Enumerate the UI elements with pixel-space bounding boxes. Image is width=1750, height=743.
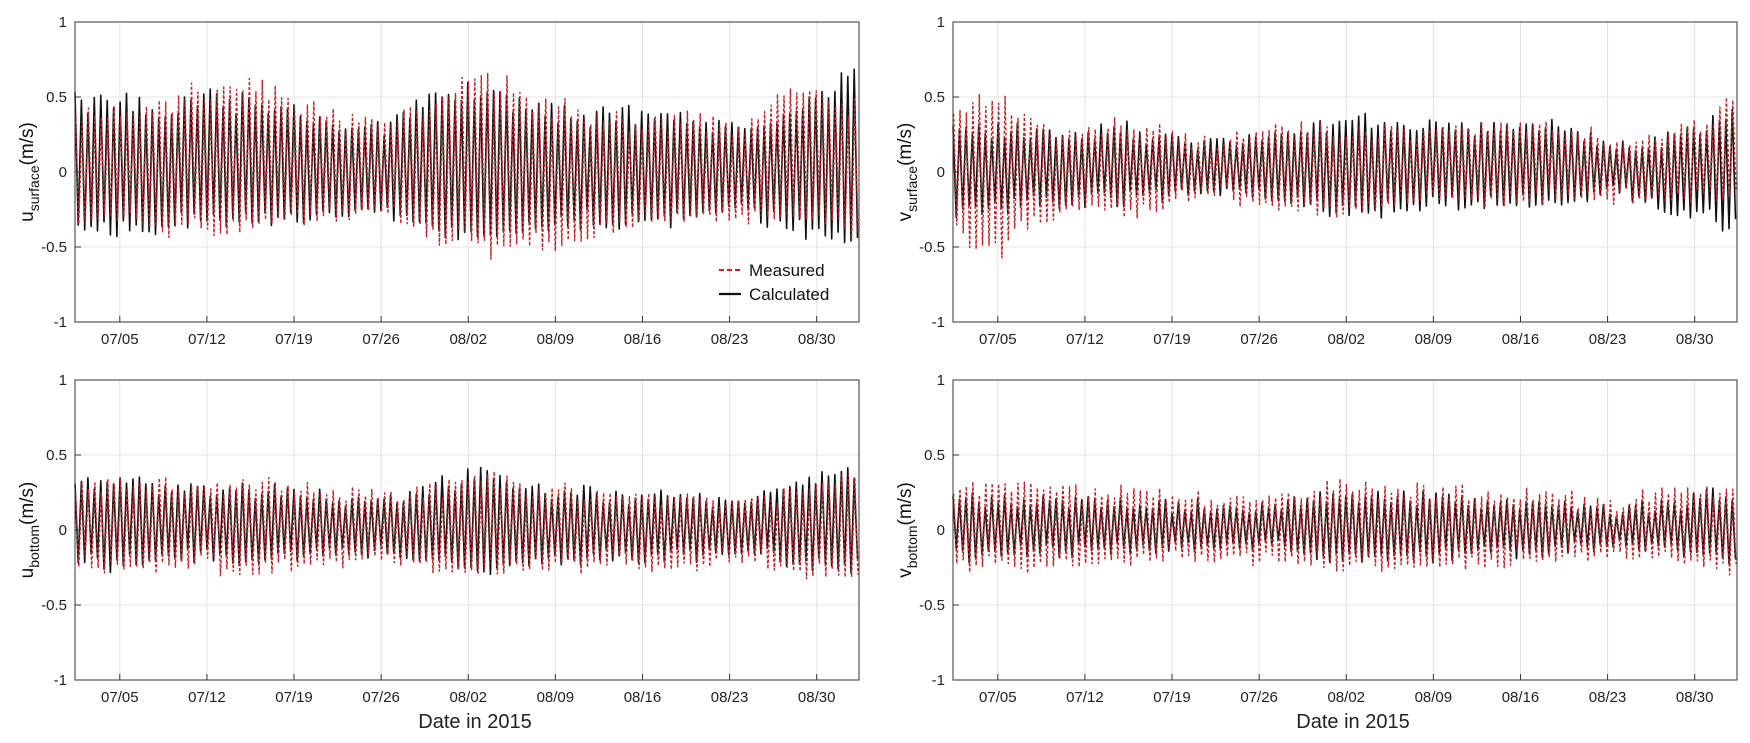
x-tick-label: 08/09 [1415,331,1453,348]
x-tick-label: 08/30 [1676,331,1714,348]
y-tick-label: -1 [932,672,945,689]
y-tick-label: 0 [59,522,67,539]
x-tick-label: 07/19 [1153,689,1191,706]
x-tick-label: 07/05 [101,331,139,348]
y-axis-label-unit: (m/s) [17,482,38,525]
y-axis-label: ubottom(m/s) [17,482,42,579]
y-axis-label-unit: (m/s) [17,122,38,165]
x-tick-label: 08/09 [537,689,575,706]
x-tick-label: 08/30 [798,689,836,706]
x-tick-label: 08/23 [1589,689,1627,706]
y-axis-label-main: u [17,568,38,579]
y-tick-label: -0.5 [41,597,67,614]
x-tick-label: 08/02 [449,331,487,348]
x-tick-label: 07/12 [1066,331,1104,348]
x-tick-label: 07/26 [362,689,400,706]
y-axis-label: vsurface(m/s) [895,123,920,222]
y-tick-label: 0.5 [46,89,67,106]
x-tick-label: 07/05 [979,331,1017,348]
x-tick-label: 08/09 [1415,689,1453,706]
x-axis-label: Date in 2015 [418,711,531,733]
series-measured [74,72,859,260]
y-tick-label: 1 [937,14,945,31]
x-tick-label: 08/23 [711,331,749,348]
y-axis-label-sub: surface [904,166,920,212]
x-tick-label: 07/12 [188,689,226,706]
series-calculated [74,68,859,244]
x-axis-label: Date in 2015 [1296,711,1409,733]
y-tick-label: 1 [59,372,67,389]
panel-u-bottom: 1 0.5 0 -0.5 -1 07/05 07/12 07/19 07/26 08/02 08/0… [17,372,860,733]
y-tick-label: -0.5 [919,597,945,614]
series-measured [74,470,859,580]
panel-v-surface: 1 0.5 0 -0.5 -1 07/05 07/12 07/19 07/26 08/02 08/0… [895,14,1738,348]
y-axis-label-sub: surface [26,165,42,211]
y-axis-label-unit: (m/s) [895,123,916,166]
series-measured [952,94,1737,259]
y-axis-label-main: v [895,211,916,221]
y-axis-label-main: v [895,568,916,578]
x-tick-label: 07/05 [979,689,1017,706]
x-tick-label: 08/30 [1676,689,1714,706]
y-axis-label: vbottom(m/s) [895,482,920,578]
x-tick-label: 08/02 [1327,331,1365,348]
x-tick-label: 08/02 [449,689,487,706]
x-tick-label: 07/26 [1240,331,1278,348]
y-tick-label: -1 [54,314,67,331]
x-tick-label: 07/19 [275,689,313,706]
x-tick-label: 08/16 [1502,689,1540,706]
x-tick-label: 08/16 [624,689,662,706]
panel-u-surface: 1 0.5 0 -0.5 -1 07/05 07/12 07/19 07/26 08/02 08/0… [17,14,860,348]
x-tick-label: 08/23 [1589,331,1627,348]
y-tick-label: -0.5 [41,239,67,256]
y-axis-label-sub: bottom [904,525,920,568]
y-tick-label: -1 [54,672,67,689]
y-tick-label: -0.5 [919,239,945,256]
x-tick-label: 07/05 [101,689,139,706]
x-tick-label: 08/09 [537,331,575,348]
x-tick-label: 07/19 [1153,331,1191,348]
legend-measured-label: Measured [749,261,825,280]
y-tick-label: -1 [932,314,945,331]
x-tick-label: 08/16 [624,331,662,348]
x-tick-label: 08/02 [1327,689,1365,706]
series-calculated [952,108,1737,232]
y-axis-label: usurface(m/s) [17,122,42,222]
y-tick-label: 0 [937,164,945,181]
x-tick-label: 08/23 [711,689,749,706]
legend: Measured Calculated [719,261,829,304]
panel-v-bottom: 1 0.5 0 -0.5 -1 07/05 07/12 07/19 07/26 08/02 08/0… [895,372,1738,733]
y-tick-label: 0 [59,164,67,181]
x-tick-label: 07/19 [275,331,313,348]
legend-calculated-label: Calculated [749,285,829,304]
y-tick-label: 1 [59,14,67,31]
x-tick-label: 08/30 [798,331,836,348]
y-tick-label: 0.5 [924,447,945,464]
x-tick-label: 07/26 [362,331,400,348]
x-tick-label: 07/12 [188,331,226,348]
x-tick-label: 07/26 [1240,689,1278,706]
y-tick-label: 0 [937,522,945,539]
y-tick-label: 0.5 [46,447,67,464]
series-measured [952,478,1737,576]
x-tick-label: 07/12 [1066,689,1104,706]
y-tick-label: 0.5 [924,89,945,106]
y-axis-label-sub: bottom [26,525,42,568]
y-axis-label-unit: (m/s) [895,482,916,525]
x-tick-label: 08/16 [1502,331,1540,348]
y-axis-label-main: u [17,211,38,222]
y-tick-label: 1 [937,372,945,389]
